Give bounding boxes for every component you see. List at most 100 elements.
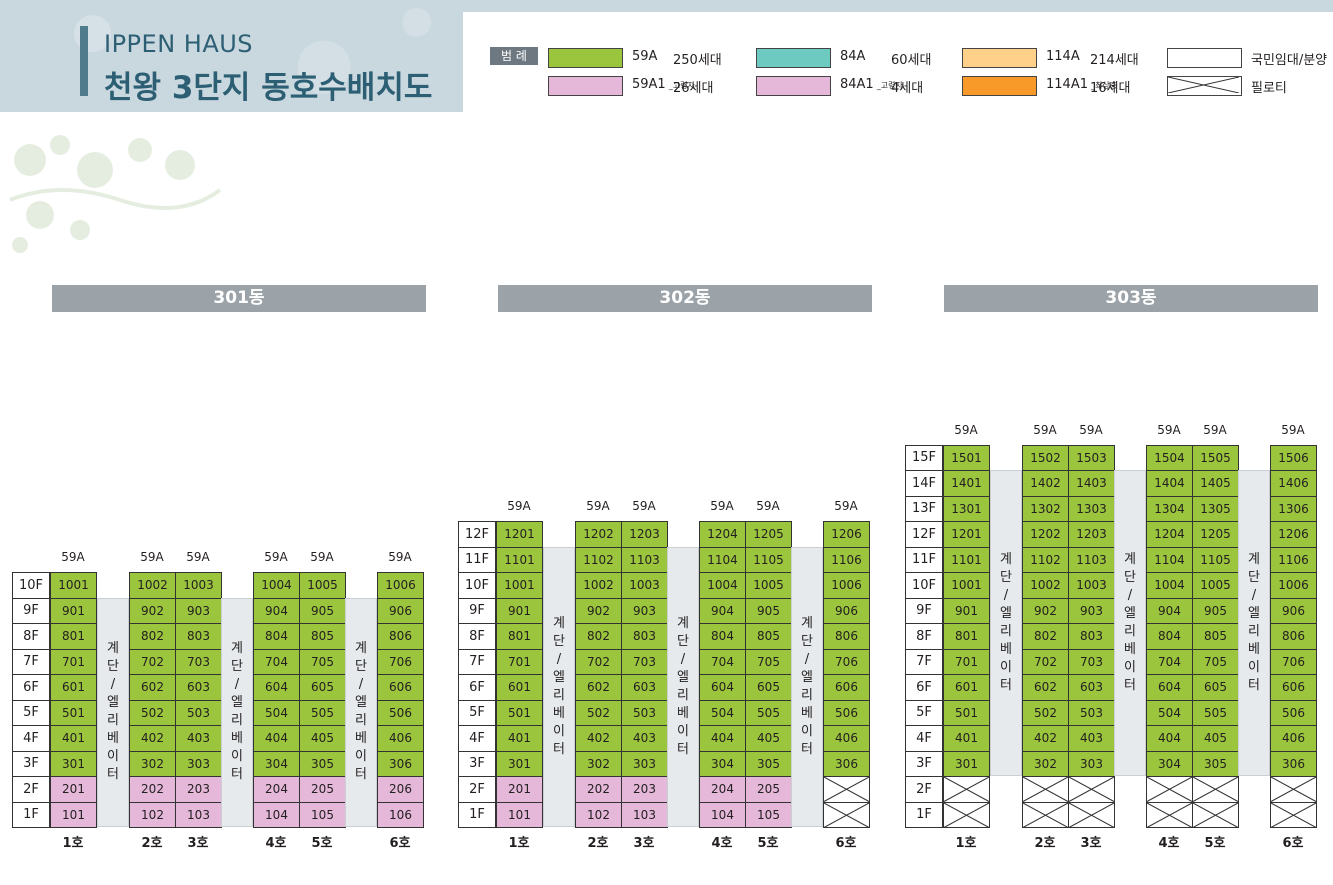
unit-cell: 702	[575, 648, 622, 675]
unit-number-label: 3호	[1080, 836, 1102, 851]
unit-number-label: 2호	[587, 836, 609, 851]
floor-label: 10F	[458, 572, 496, 599]
unit-type-label: 59A	[140, 550, 164, 564]
unit-cell: 205	[745, 776, 792, 803]
unit-cell: 905	[299, 597, 346, 624]
floral-decoration	[9, 135, 222, 253]
core-char: 계	[355, 641, 367, 657]
core-char: 이	[1248, 660, 1260, 675]
legend-count: 60세대	[891, 53, 932, 68]
unit-cell: 303	[621, 750, 668, 777]
core-char: 계	[1248, 552, 1260, 567]
unit-cell: 1305	[1192, 495, 1239, 522]
unit-cell: 1001	[50, 572, 97, 599]
unit-cell: 1502	[1022, 444, 1069, 471]
legend-name: 114A1 _최상층	[1046, 77, 1118, 92]
floor-label: 3F	[905, 750, 943, 777]
unit-cell: 1203	[621, 521, 668, 548]
core-char: 터	[1248, 678, 1260, 693]
unit-cell: 504	[253, 699, 300, 726]
unit-cell: 204	[699, 776, 746, 803]
pilotis-cross-icon	[1193, 777, 1238, 802]
core-char: 이	[355, 749, 367, 765]
unit-cell: 601	[50, 674, 97, 701]
unit-cell: 605	[745, 674, 792, 701]
floor-label: 2F	[905, 776, 943, 803]
unit-cell: 905	[745, 597, 792, 624]
unit-cell: 403	[621, 725, 668, 752]
unit-type-label: 59A	[1281, 422, 1305, 437]
core-char: 리	[1248, 624, 1260, 639]
unit-cell: 1005	[1192, 572, 1239, 599]
unit-cell: 201	[50, 776, 97, 803]
core-char: 리	[355, 713, 367, 729]
pilotis-cross-icon	[824, 802, 869, 827]
floor-label: 1F	[905, 801, 943, 828]
unit-cell: 101	[50, 801, 97, 828]
floor-label: 5F	[458, 699, 496, 726]
unit-cell: 305	[745, 750, 792, 777]
unit-cell: 705	[1192, 648, 1239, 675]
unit-cell	[823, 801, 870, 828]
floor-label: 15F	[905, 444, 943, 471]
floor-label: 12F	[458, 521, 496, 548]
building-title: 303동	[944, 285, 1318, 312]
unit-cell: 105	[745, 801, 792, 828]
unit-type-label: 59A	[632, 499, 656, 513]
floor-label: 14F	[905, 470, 943, 497]
unit-cell: 1306	[1270, 495, 1317, 522]
unit-cell: 302	[1022, 750, 1069, 777]
unit-cell: 801	[496, 623, 543, 650]
unit-cell: 904	[699, 597, 746, 624]
legend-name: 국민임대/분양	[1251, 53, 1328, 68]
unit-cell: 402	[129, 725, 176, 752]
core-char: 베	[107, 731, 119, 747]
stair-elevator-core: 계 단 / 엘 리 베 이 터	[667, 546, 699, 827]
unit-cell: 1002	[1022, 572, 1069, 599]
unit-cell: 203	[621, 776, 668, 803]
pilotis-cross-icon	[944, 802, 989, 827]
unit-cell	[1022, 801, 1069, 828]
core-char: 이	[553, 723, 565, 739]
floor-label: 11F	[905, 546, 943, 573]
floor-label: 8F	[12, 623, 50, 650]
unit-cell: 306	[823, 750, 870, 777]
unit-cell: 501	[943, 699, 990, 726]
unit-cell: 505	[745, 699, 792, 726]
unit-cell: 501	[496, 699, 543, 726]
unit-cell: 1402	[1022, 470, 1069, 497]
unit-cell: 801	[943, 623, 990, 650]
core-char: 엘	[231, 695, 243, 711]
unit-number-label: 4호	[711, 836, 733, 851]
core-char: /	[358, 677, 364, 693]
pilotis-cross-icon	[1069, 802, 1114, 827]
unit-cell	[1146, 801, 1193, 828]
unit-cell: 606	[1270, 674, 1317, 701]
legend-count: 250세대	[673, 53, 722, 68]
unit-number-label: 6호	[389, 836, 411, 851]
pilotis-cross-icon	[1271, 802, 1316, 827]
unit-cell: 304	[699, 750, 746, 777]
unit-cell: 1203	[1068, 521, 1115, 548]
unit-cell	[1270, 776, 1317, 803]
unit-cell: 803	[621, 623, 668, 650]
core-char: /	[680, 651, 686, 667]
unit-cell: 1005	[745, 572, 792, 599]
unit-cell: 1002	[575, 572, 622, 599]
core-char: 터	[107, 767, 119, 783]
core-char: 계	[1124, 552, 1136, 567]
floor-label: 10F	[905, 572, 943, 599]
unit-cell: 301	[943, 750, 990, 777]
unit-cell: 505	[299, 699, 346, 726]
unit-cell: 604	[699, 674, 746, 701]
unit-cell: 1206	[823, 521, 870, 548]
floor-label: 8F	[905, 623, 943, 650]
unit-type-label: 59A	[388, 550, 412, 564]
unit-cell	[1192, 776, 1239, 803]
legend-name: 59A1 _고령자	[632, 77, 695, 92]
unit-cell: 1103	[1068, 546, 1115, 573]
unit-cell: 601	[496, 674, 543, 701]
unit-cell: 602	[575, 674, 622, 701]
unit-type-label: 59A	[834, 499, 858, 513]
stair-elevator-core: 계 단 / 엘 리 베 이 터	[221, 597, 253, 827]
